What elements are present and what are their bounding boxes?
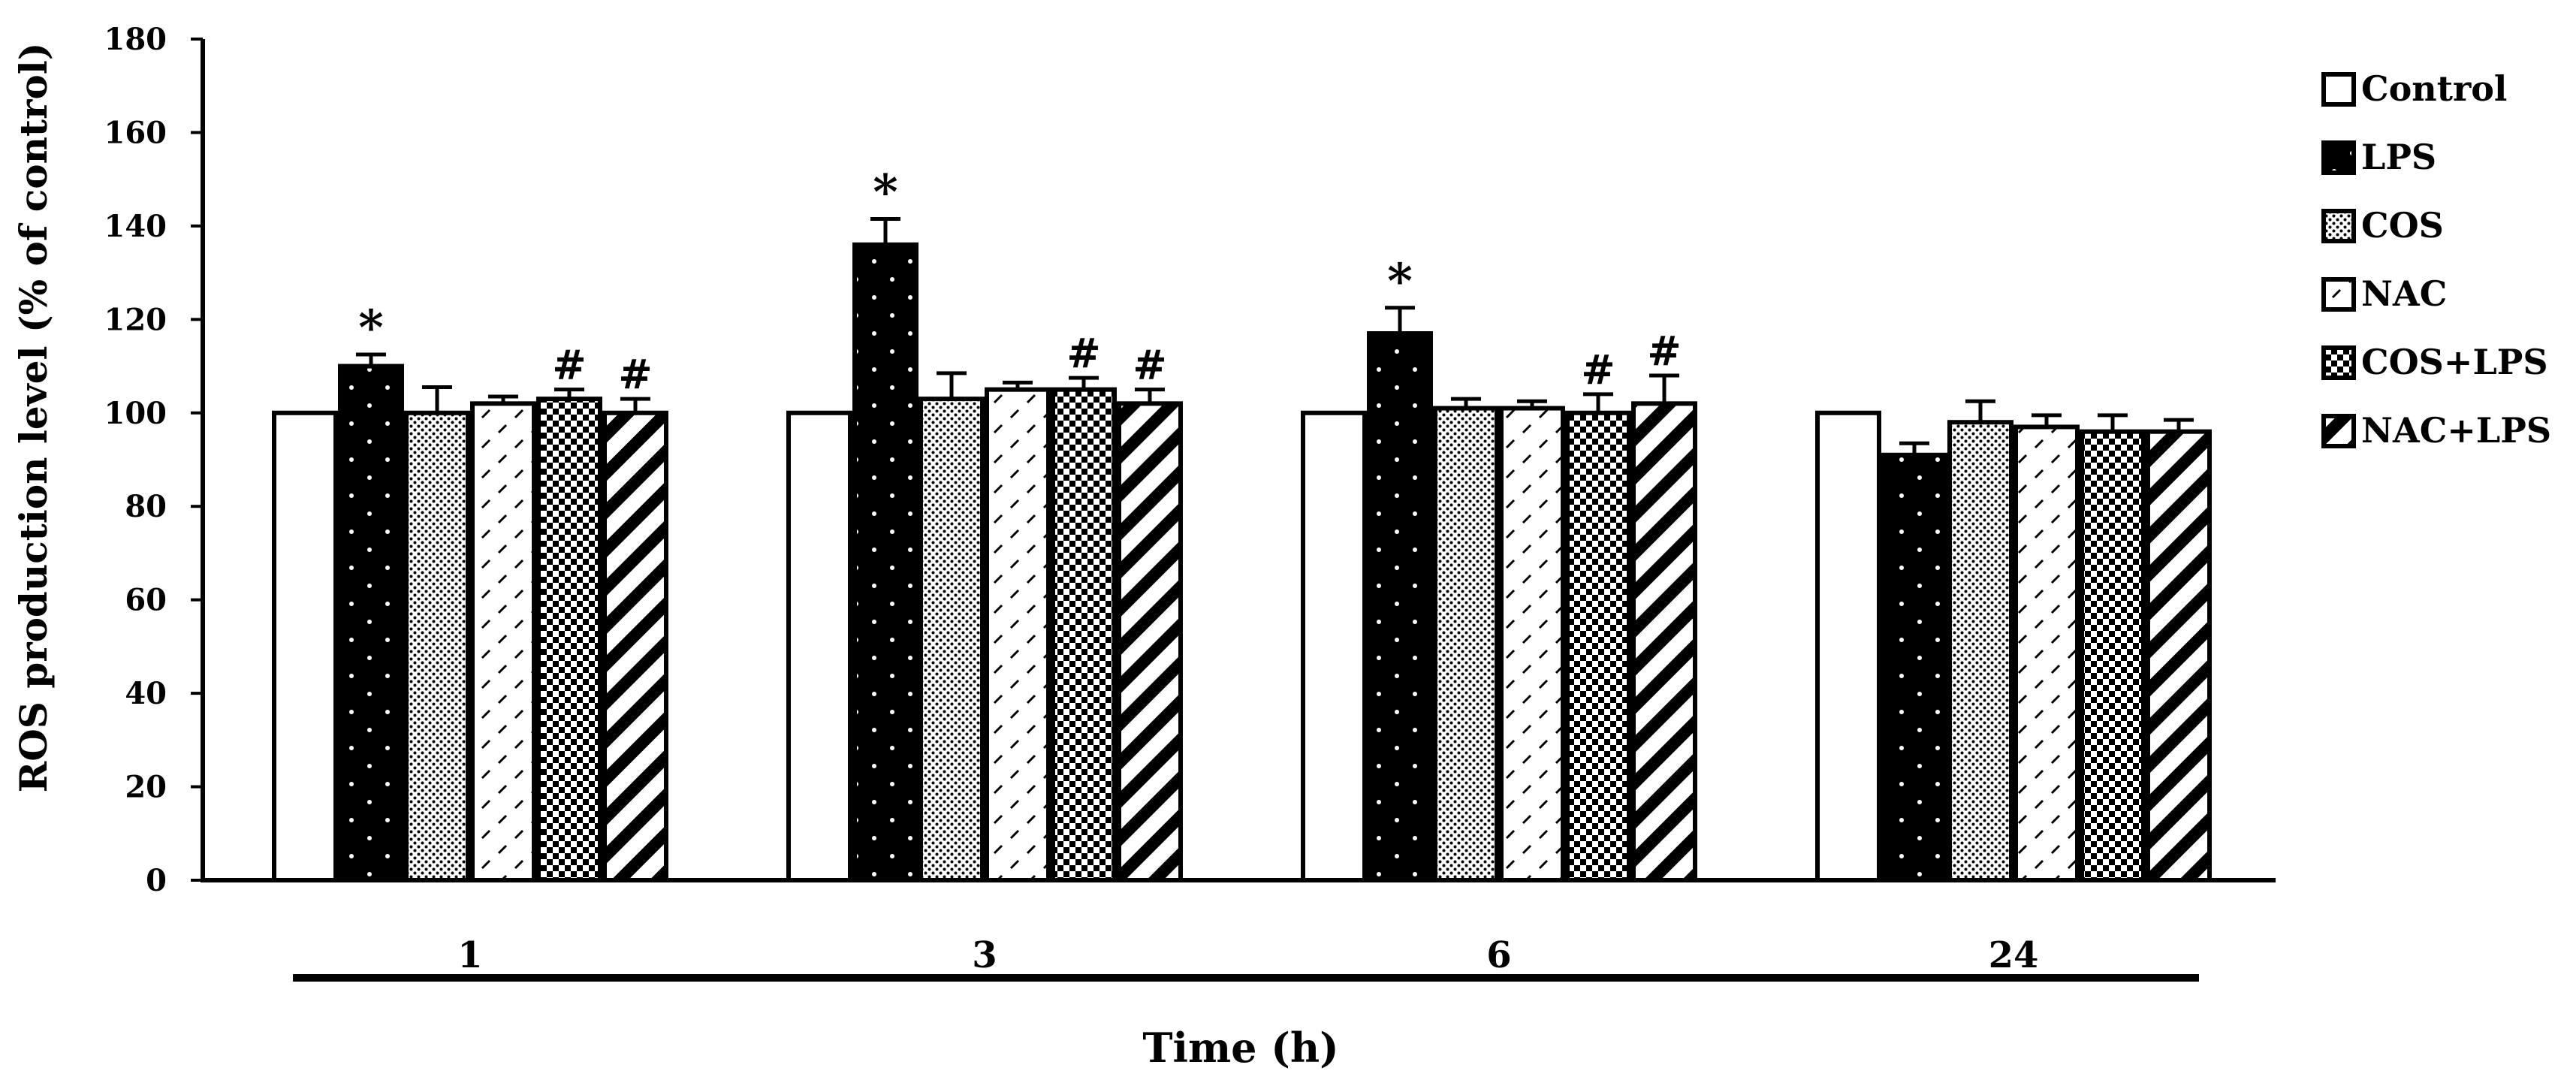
x-tick-label: 6	[1486, 934, 1511, 976]
bar	[918, 397, 985, 882]
legend-label: Control	[2361, 68, 2507, 109]
significance-mark: #	[1133, 341, 1166, 389]
y-tick-label: 60	[125, 583, 167, 618]
y-tick-label: 140	[104, 209, 167, 244]
significance-mark: *	[1387, 253, 1412, 309]
legend-swatch	[2321, 72, 2356, 107]
legend: Control LPS COS NAC COS+LPS NAC+LPS	[2321, 68, 2551, 451]
y-tick-label: 80	[125, 489, 167, 524]
x-tick-label: 1	[457, 934, 482, 976]
bar	[2146, 429, 2212, 882]
bar-group-6: * # #6	[1301, 253, 1697, 976]
bar	[1433, 406, 1499, 882]
legend-swatch	[2321, 140, 2356, 175]
y-tick-label: 0	[146, 863, 167, 898]
legend-swatch	[2321, 345, 2356, 380]
bar-group-3: * # #3	[786, 164, 1183, 976]
y-tick-label: 180	[104, 22, 167, 57]
bar	[2080, 429, 2146, 882]
significance-mark: *	[358, 300, 383, 356]
bar	[272, 410, 338, 882]
bar	[1631, 401, 1697, 882]
legend-item: LPS	[2321, 137, 2436, 177]
bar	[786, 410, 852, 882]
bar	[1301, 410, 1367, 882]
legend-item: NAC	[2321, 273, 2447, 314]
x-axis-label: Time (h)	[1142, 1024, 1338, 1072]
legend-label: NAC	[2361, 273, 2447, 314]
bar	[338, 364, 404, 882]
legend-item: COS	[2321, 205, 2444, 246]
bar	[852, 242, 918, 882]
bar	[1815, 410, 1881, 882]
bar	[404, 410, 470, 882]
legend-item: NAC+LPS	[2321, 410, 2551, 451]
significance-mark: #	[618, 350, 652, 398]
bars: * # #1 * # #3 * # #6 24	[272, 164, 2212, 976]
bar	[1565, 410, 1631, 882]
legend-label: LPS	[2361, 137, 2436, 177]
legend-label: COS+LPS	[2361, 342, 2548, 382]
bar-group-24: 24	[1815, 399, 2212, 976]
bar	[2013, 424, 2080, 882]
bar	[1947, 420, 2013, 882]
legend-swatch	[2321, 209, 2356, 243]
significance-mark: #	[1066, 329, 1100, 377]
bar	[470, 401, 536, 882]
bar	[1367, 331, 1433, 882]
significance-mark: #	[552, 341, 586, 389]
bar	[602, 410, 668, 882]
significance-mark: #	[1581, 345, 1615, 394]
legend-item: COS+LPS	[2321, 342, 2548, 382]
bar	[1117, 401, 1183, 882]
legend-label: COS	[2361, 205, 2444, 246]
bar	[985, 387, 1051, 882]
legend-swatch	[2321, 414, 2356, 448]
legend-label: NAC+LPS	[2361, 410, 2551, 451]
legend-swatch	[2321, 277, 2356, 312]
legend-item: Control	[2321, 68, 2507, 109]
y-tick-label: 40	[125, 676, 167, 711]
bar	[536, 397, 602, 882]
x-tick-label: 24	[1989, 934, 2039, 976]
significance-mark: #	[1647, 327, 1681, 375]
bar-group-1: * # #1	[272, 300, 668, 976]
y-axis-label: ROS production level (% of control)	[11, 43, 56, 793]
y-tick-label: 120	[104, 302, 167, 337]
x-tick-label: 3	[972, 934, 997, 976]
significance-mark: *	[873, 164, 897, 221]
y-tick-label: 160	[104, 115, 167, 150]
bar	[1499, 406, 1565, 882]
y-tick-label: 20	[125, 770, 167, 805]
y-tick-label: 100	[104, 396, 167, 431]
bar	[1881, 452, 1947, 882]
bar	[1051, 387, 1117, 882]
